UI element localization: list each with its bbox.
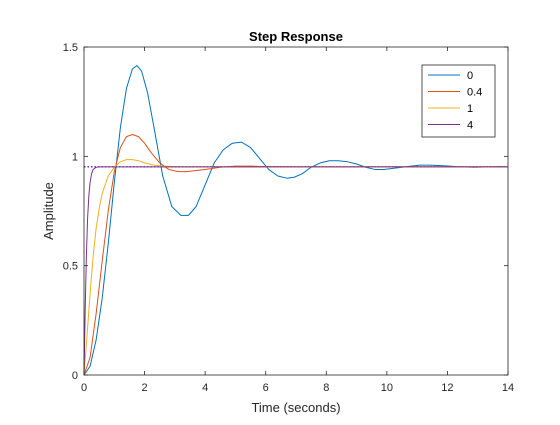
y-tick-label: 1 — [72, 151, 78, 163]
y-tick-label: 0.5 — [63, 261, 78, 273]
y-tick-label: 0 — [72, 370, 78, 382]
plot-box — [83, 46, 509, 376]
y-tick-label: 1.5 — [63, 42, 78, 54]
legend-label-2: 1 — [467, 103, 473, 115]
legend-label-1: 0.4 — [467, 87, 482, 99]
chart-title: Step Response — [249, 29, 343, 44]
x-tick-label: 4 — [202, 382, 208, 394]
x-tick-label: 6 — [263, 382, 269, 394]
legend: 0 0.4 1 4 — [421, 64, 496, 138]
legend-label-3: 4 — [467, 120, 473, 132]
x-tick-label: 12 — [441, 382, 453, 394]
x-tick-label: 14 — [502, 382, 514, 394]
x-tick-label: 0 — [81, 382, 87, 394]
legend-box — [421, 64, 496, 138]
x-axis-label: Time (seconds) — [251, 400, 340, 415]
x-tick-label: 2 — [142, 382, 148, 394]
x-tick-label: 10 — [381, 382, 393, 394]
y-axis-label: Amplitude — [41, 182, 56, 240]
series-line-3 — [83, 166, 508, 376]
series-layer — [83, 65, 509, 376]
series-line-0 — [83, 65, 509, 376]
x-tick-label: 8 — [323, 382, 329, 394]
legend-label-0: 0 — [467, 70, 473, 82]
